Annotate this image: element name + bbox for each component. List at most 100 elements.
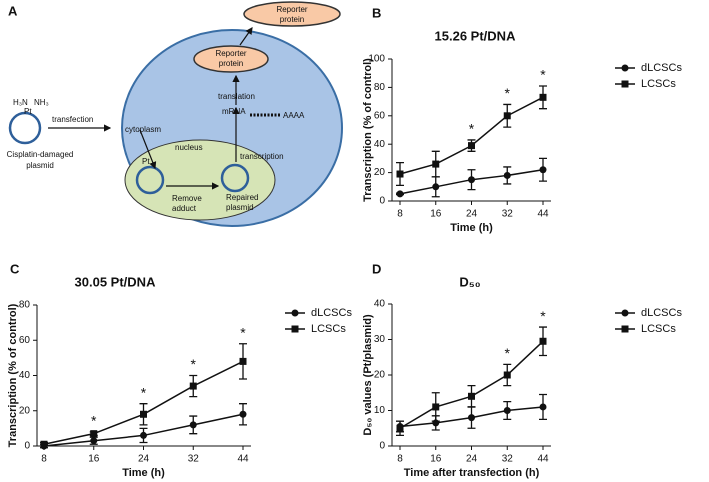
nucleus-shape xyxy=(124,139,276,221)
label: Pt xyxy=(24,107,32,116)
marker xyxy=(432,403,440,411)
y-tick-label: 40 xyxy=(374,139,386,150)
marker xyxy=(503,171,511,179)
reporter-protein-shape xyxy=(193,45,269,73)
label: AAAA xyxy=(283,111,305,120)
panel-letter: A xyxy=(8,3,18,18)
plasmid xyxy=(8,111,42,145)
reporter-protein-shape xyxy=(243,1,341,27)
legend-label: LCSCs xyxy=(311,323,346,335)
marker xyxy=(396,190,404,198)
label: transfection xyxy=(52,115,93,124)
x-tick-label: 44 xyxy=(537,454,549,465)
y-axis-label: D₅₀ values (Pt/plasmid) xyxy=(362,314,374,436)
label: protein xyxy=(219,59,243,68)
legend-label: LCSCs xyxy=(641,78,676,90)
significance-mark: * xyxy=(505,85,511,101)
marker xyxy=(291,309,299,317)
y-tick-label: 40 xyxy=(19,370,31,381)
marker xyxy=(239,357,247,365)
marker xyxy=(539,403,547,411)
marker xyxy=(503,371,511,379)
marker xyxy=(503,407,511,414)
marker xyxy=(468,142,475,150)
legend-label: dLCSCs xyxy=(641,307,682,319)
marker xyxy=(621,80,629,88)
y-tick-label: 20 xyxy=(374,370,386,381)
x-tick-label: 32 xyxy=(502,209,514,220)
x-tick-label: 8 xyxy=(397,454,403,465)
x-tick-label: 32 xyxy=(188,454,200,465)
x-tick-label: 24 xyxy=(466,209,478,220)
y-tick-label: 20 xyxy=(19,405,31,416)
label: Repaired xyxy=(226,193,258,202)
marker xyxy=(468,414,475,422)
x-axis-label: Time (h) xyxy=(450,222,493,234)
marker xyxy=(468,392,475,400)
label: Pt xyxy=(142,157,150,166)
label: plasmid xyxy=(226,203,254,212)
label: translation xyxy=(218,92,255,101)
x-tick-label: 24 xyxy=(466,454,478,465)
y-axis-label: Transcription (% of control) xyxy=(362,58,374,202)
label: mRNA xyxy=(222,107,246,116)
marker xyxy=(539,93,547,101)
y-tick-label: 80 xyxy=(19,300,31,311)
x-tick-label: 8 xyxy=(397,209,403,220)
label: plasmid xyxy=(26,161,54,170)
marker xyxy=(291,325,299,333)
y-tick-label: 20 xyxy=(374,167,386,178)
y-tick-label: 40 xyxy=(374,299,386,310)
legend-label: LCSCs xyxy=(641,323,676,335)
y-tick-label: 80 xyxy=(374,82,386,93)
legend-label: dLCSCs xyxy=(641,62,682,74)
y-tick-label: 100 xyxy=(368,54,385,65)
marker xyxy=(396,170,404,178)
marker xyxy=(468,176,475,184)
marker xyxy=(239,410,247,418)
y-tick-label: 60 xyxy=(374,110,386,121)
y-tick-label: 0 xyxy=(24,441,30,452)
marker xyxy=(621,325,629,333)
chart-title: D₅₀ xyxy=(459,274,480,289)
label: protein xyxy=(280,15,304,24)
chart-title: 15.26 Pt/DNA xyxy=(435,28,517,43)
label: Reporter xyxy=(276,5,307,14)
label: Remove xyxy=(172,194,202,203)
panel-letter: D xyxy=(372,261,381,276)
significance-mark: * xyxy=(240,324,246,340)
x-axis-label: Time after transfection (h) xyxy=(404,467,540,479)
y-tick-label: 10 xyxy=(374,405,386,416)
marker xyxy=(539,166,547,174)
label: NH₃ xyxy=(34,98,49,107)
significance-mark: * xyxy=(540,308,546,324)
x-tick-label: 44 xyxy=(537,209,549,220)
marker xyxy=(140,431,147,439)
label: nucleus xyxy=(175,143,203,152)
diagram: A Reporter protein Reporter protein H₃N … xyxy=(7,1,343,227)
marker xyxy=(189,421,197,429)
marker xyxy=(432,160,440,168)
significance-mark: * xyxy=(469,121,475,137)
label: Reporter xyxy=(215,49,246,58)
significance-mark: * xyxy=(91,413,97,429)
x-tick-label: 8 xyxy=(41,454,47,465)
label: cytoplasm xyxy=(125,125,161,134)
y-tick-label: 60 xyxy=(19,335,31,346)
label: H₃N xyxy=(13,98,28,107)
significance-mark: * xyxy=(141,384,147,400)
y-tick-label: 0 xyxy=(379,441,385,452)
x-tick-label: 24 xyxy=(138,454,150,465)
x-tick-label: 44 xyxy=(237,454,249,465)
legend-label: dLCSCs xyxy=(311,307,352,319)
y-axis-label: Transcription (% of control) xyxy=(7,303,19,447)
marker xyxy=(621,64,629,72)
significance-mark: * xyxy=(191,356,197,372)
label: adduct xyxy=(172,204,197,213)
panel-letter: B xyxy=(372,5,381,20)
arrows xyxy=(48,27,253,190)
marker xyxy=(189,382,197,390)
marker xyxy=(396,424,404,432)
x-tick-label: 32 xyxy=(502,454,514,465)
